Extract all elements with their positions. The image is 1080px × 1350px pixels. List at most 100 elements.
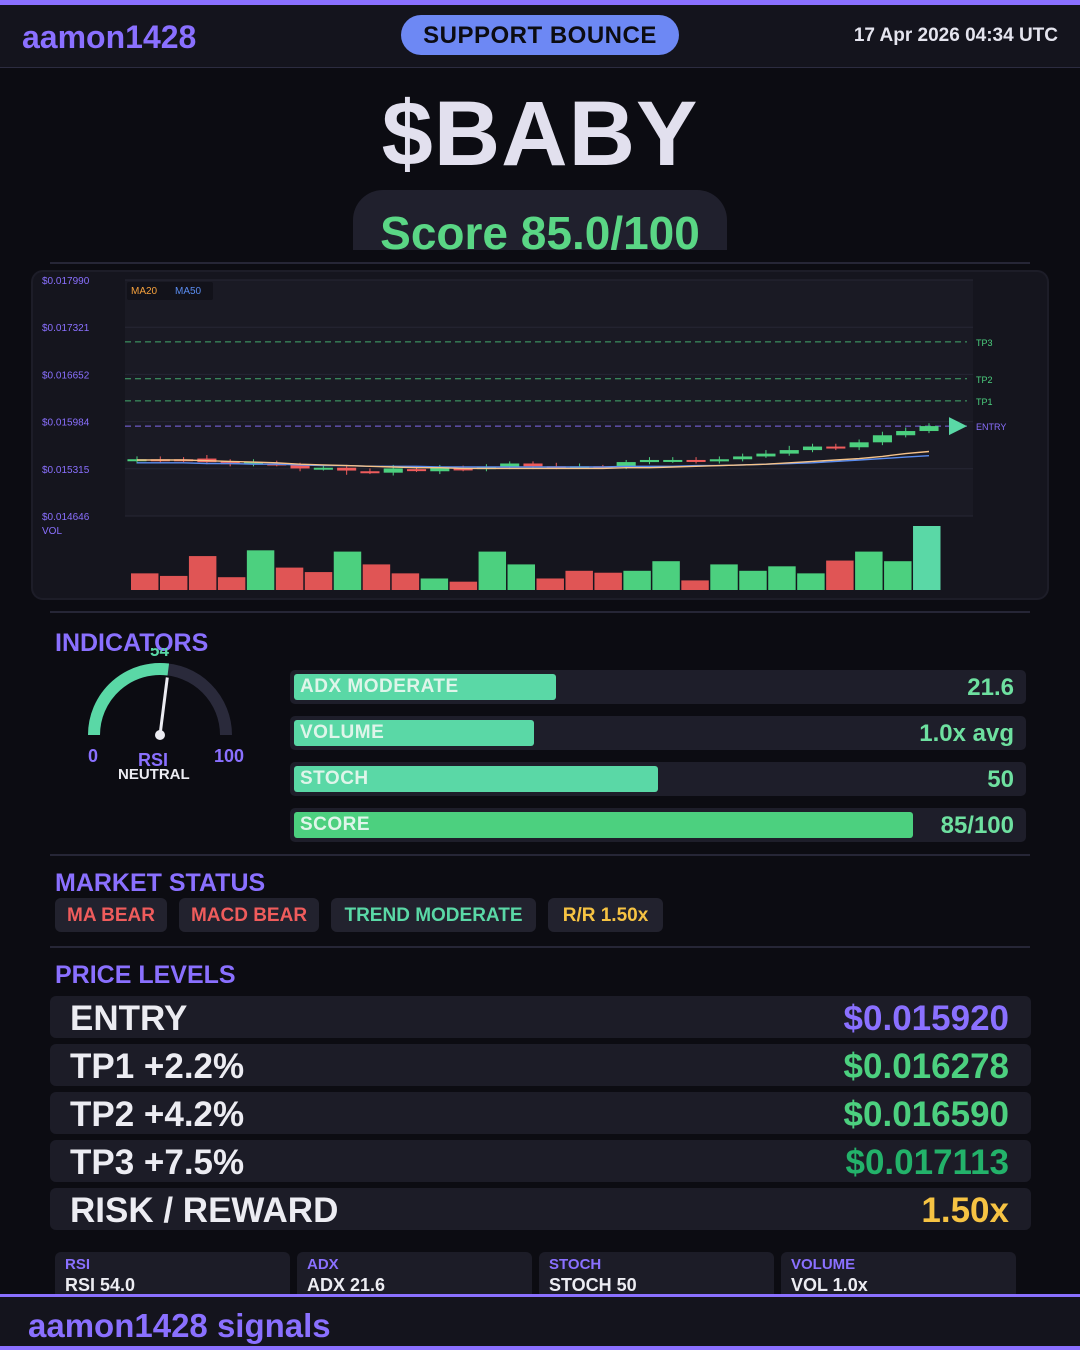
stat-value: RSI 54.0	[65, 1275, 136, 1295]
legend-ma20: MA20	[131, 286, 158, 297]
candle-body	[406, 469, 427, 472]
stoch-bar-value: 50	[987, 766, 1014, 793]
tp1-value: $0.016278	[843, 1047, 1009, 1086]
candle-body	[802, 446, 823, 451]
volume-bar	[391, 573, 420, 590]
stat-name: STOCH	[549, 1256, 602, 1273]
y-tick-label: $0.015315	[42, 465, 90, 476]
rsi-state: NEUTRAL	[118, 766, 190, 783]
candle-body	[686, 459, 706, 462]
score-text: Score 85.0/100	[380, 207, 700, 259]
brand-name: aamon1428	[22, 19, 197, 55]
adx-bar: ADX MODERATE 21.6	[290, 670, 1026, 704]
score-bar-fill	[294, 812, 913, 838]
volume-bar	[884, 561, 912, 590]
entry-arrow	[949, 417, 967, 436]
level-label-tp1: TP1	[976, 397, 993, 407]
candle-body	[663, 459, 683, 462]
ticker-symbol: $BABY	[381, 83, 699, 185]
stoch-bar: STOCH 50	[290, 762, 1026, 796]
market-status-title: MARKET STATUS	[55, 869, 266, 897]
plot-area	[125, 280, 973, 516]
volume-stat-card: VOLUME VOL 1.0x	[781, 1252, 1016, 1300]
volume-bar	[188, 556, 217, 590]
candle-body	[919, 426, 939, 432]
stoch-stat-card: STOCH STOCH 50	[539, 1252, 774, 1300]
volume-bar	[797, 573, 825, 590]
candle-body	[453, 468, 473, 471]
score-bar-label: SCORE	[300, 814, 371, 835]
level-label-entry: ENTRY	[976, 422, 1006, 432]
candle-body	[337, 467, 357, 471]
candle-body	[523, 463, 543, 467]
y-tick-label: $0.017321	[42, 323, 90, 334]
tp3-value: $0.017113	[845, 1143, 1009, 1182]
candle-body	[290, 464, 310, 469]
price-chart: $0.017990 $0.017321 $0.016652 $0.015984 $0.0…	[42, 276, 1006, 590]
stat-name: RSI	[65, 1256, 91, 1273]
entry-row: ENTRY $0.015920	[50, 996, 1031, 1038]
candle-body	[896, 431, 916, 436]
divider	[50, 854, 1030, 856]
volume-bar	[623, 570, 651, 590]
volume-bar	[536, 578, 564, 590]
candle-body	[639, 459, 660, 463]
volume-bar	[131, 573, 159, 590]
volume-bar	[739, 570, 767, 590]
volume-bar	[710, 564, 738, 590]
volume-bar	[768, 566, 796, 590]
score-pill	[353, 190, 727, 250]
candle-body	[313, 467, 333, 470]
price-levels-title: PRICE LEVELS	[55, 961, 236, 989]
divider	[50, 611, 1030, 613]
candle-body	[220, 461, 240, 465]
top-bar: aamon1428 SUPPORT BOUNCE 17 Apr 2026 04:…	[0, 0, 1080, 68]
candle-body	[430, 467, 450, 472]
volume-bar	[507, 564, 535, 590]
volume-label: VOL	[42, 526, 62, 537]
adx-bar-label: ADX MODERATE	[300, 676, 459, 697]
volume-bar	[565, 570, 593, 590]
score-bar-value: 85/100	[940, 812, 1014, 839]
ma-status-chip: MA BEAR	[55, 898, 167, 932]
chart-legend	[127, 282, 213, 300]
level-label-tp2: TP2	[976, 375, 993, 385]
y-tick-label: $0.015984	[42, 418, 90, 429]
candle-body	[872, 435, 892, 443]
level-label-tp3: TP3	[976, 338, 993, 348]
rsi-min-label: 0	[88, 746, 98, 766]
risk-reward-row: RISK / REWARD 1.50x	[50, 1188, 1031, 1230]
y-tick-label: $0.017990	[42, 276, 90, 287]
tp2-value: $0.016590	[843, 1095, 1009, 1134]
candle-body	[709, 459, 729, 462]
volume-bar	[420, 578, 449, 590]
volume-bar	[681, 580, 709, 590]
volume-bar	[362, 564, 391, 590]
stat-value: STOCH 50	[549, 1275, 637, 1295]
rr-status-chip: R/R 1.50x	[548, 898, 663, 932]
rsi-stat-card: RSI RSI 54.0	[55, 1252, 290, 1300]
rsi-gauge-pivot	[155, 730, 165, 740]
divider	[50, 262, 1030, 264]
entry-label: ENTRY	[70, 999, 188, 1038]
volume-bar: VOLUME 1.0x avg	[290, 716, 1026, 750]
trend-status-chip: TREND MODERATE	[331, 898, 536, 932]
volume-bar	[913, 526, 941, 590]
entry-value: $0.015920	[843, 999, 1009, 1038]
stat-name: ADX	[307, 1256, 339, 1273]
indicators-title: INDICATORS	[55, 629, 209, 657]
candle-body	[360, 471, 380, 474]
stat-value: VOL 1.0x	[791, 1275, 868, 1295]
candle-body	[616, 462, 636, 468]
tp1-row: TP1 +2.2% $0.016278	[50, 1044, 1031, 1086]
y-tick-label: $0.014646	[42, 512, 90, 523]
legend-ma50: MA50	[175, 286, 202, 297]
rsi-max-label: 100	[214, 746, 244, 766]
volume-bar-fill	[294, 720, 534, 746]
timestamp: 17 Apr 2026 04:34 UTC	[853, 25, 1058, 46]
volume-bar	[275, 567, 304, 590]
rsi-label: RSI	[138, 750, 168, 770]
score-bar: SCORE 85/100	[290, 808, 1026, 842]
divider	[50, 946, 1030, 948]
candle-body	[500, 463, 520, 468]
